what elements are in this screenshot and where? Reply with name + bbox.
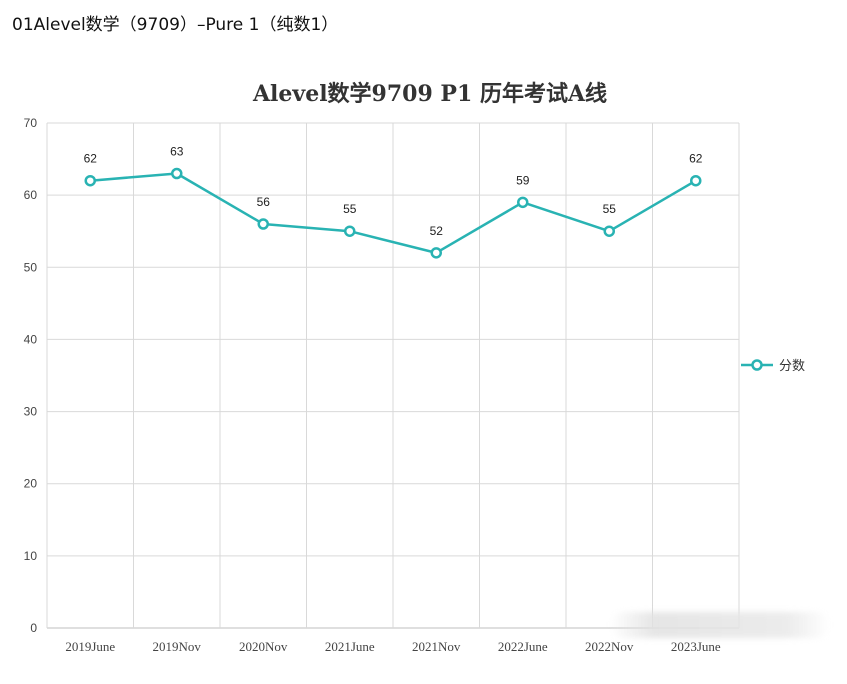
- grid: [46, 122, 740, 629]
- y-tick-label: 70: [24, 116, 38, 130]
- chart-title: Alevel数学9709 P1 历年考试A线: [252, 81, 607, 107]
- y-axis: 0 10 20 30 40 50 60 70: [24, 116, 38, 635]
- data-point[interactable]: [690, 174, 702, 187]
- y-tick-label: 20: [24, 477, 38, 491]
- data-label: 63: [170, 145, 184, 159]
- data-label: 62: [84, 152, 98, 166]
- data-point[interactable]: [430, 247, 442, 259]
- data-point[interactable]: [603, 225, 615, 237]
- x-axis: 2019June 2019Nov 2020Nov 2021June 2021Nov 202…: [65, 639, 721, 654]
- page-title: 01Alevel数学（9709）–Pure 1（纯数1）: [12, 15, 339, 35]
- y-tick-label: 50: [24, 260, 38, 274]
- x-tick-label: 2022Nov: [585, 639, 634, 654]
- data-label: 52: [430, 224, 444, 238]
- legend-point-marker: [751, 359, 763, 371]
- series-layer: 62 63 56 55 52 59 55 62: [84, 145, 703, 259]
- x-tick-label: 2022June: [498, 639, 548, 654]
- x-tick-label: 2021June: [325, 639, 375, 654]
- data-label: 62: [689, 152, 703, 166]
- data-label: 55: [343, 202, 357, 216]
- data-point[interactable]: [517, 196, 529, 209]
- y-tick-label: 40: [24, 332, 38, 346]
- series-line: [90, 172, 697, 255]
- x-tick-label: 2019Nov: [153, 639, 202, 654]
- y-tick-label: 30: [24, 405, 38, 419]
- data-label: 56: [257, 195, 271, 209]
- data-point[interactable]: [171, 167, 183, 180]
- watermark-blur: [610, 612, 830, 638]
- y-tick-label: 60: [24, 188, 38, 202]
- x-tick-label: 2021Nov: [412, 639, 461, 654]
- y-tick-label: 0: [30, 621, 37, 635]
- x-tick-label: 2020Nov: [239, 639, 288, 654]
- data-label: 55: [603, 202, 617, 216]
- data-point[interactable]: [84, 174, 96, 187]
- data-label: 59: [516, 173, 530, 187]
- legend[interactable]: 分数: [741, 359, 805, 374]
- legend-label: 分数: [779, 359, 805, 374]
- data-point[interactable]: [257, 218, 269, 230]
- x-tick-label: 2019June: [65, 639, 115, 654]
- data-point[interactable]: [344, 225, 356, 237]
- x-tick-label: 2023June: [671, 639, 721, 654]
- y-tick-label: 10: [24, 549, 38, 563]
